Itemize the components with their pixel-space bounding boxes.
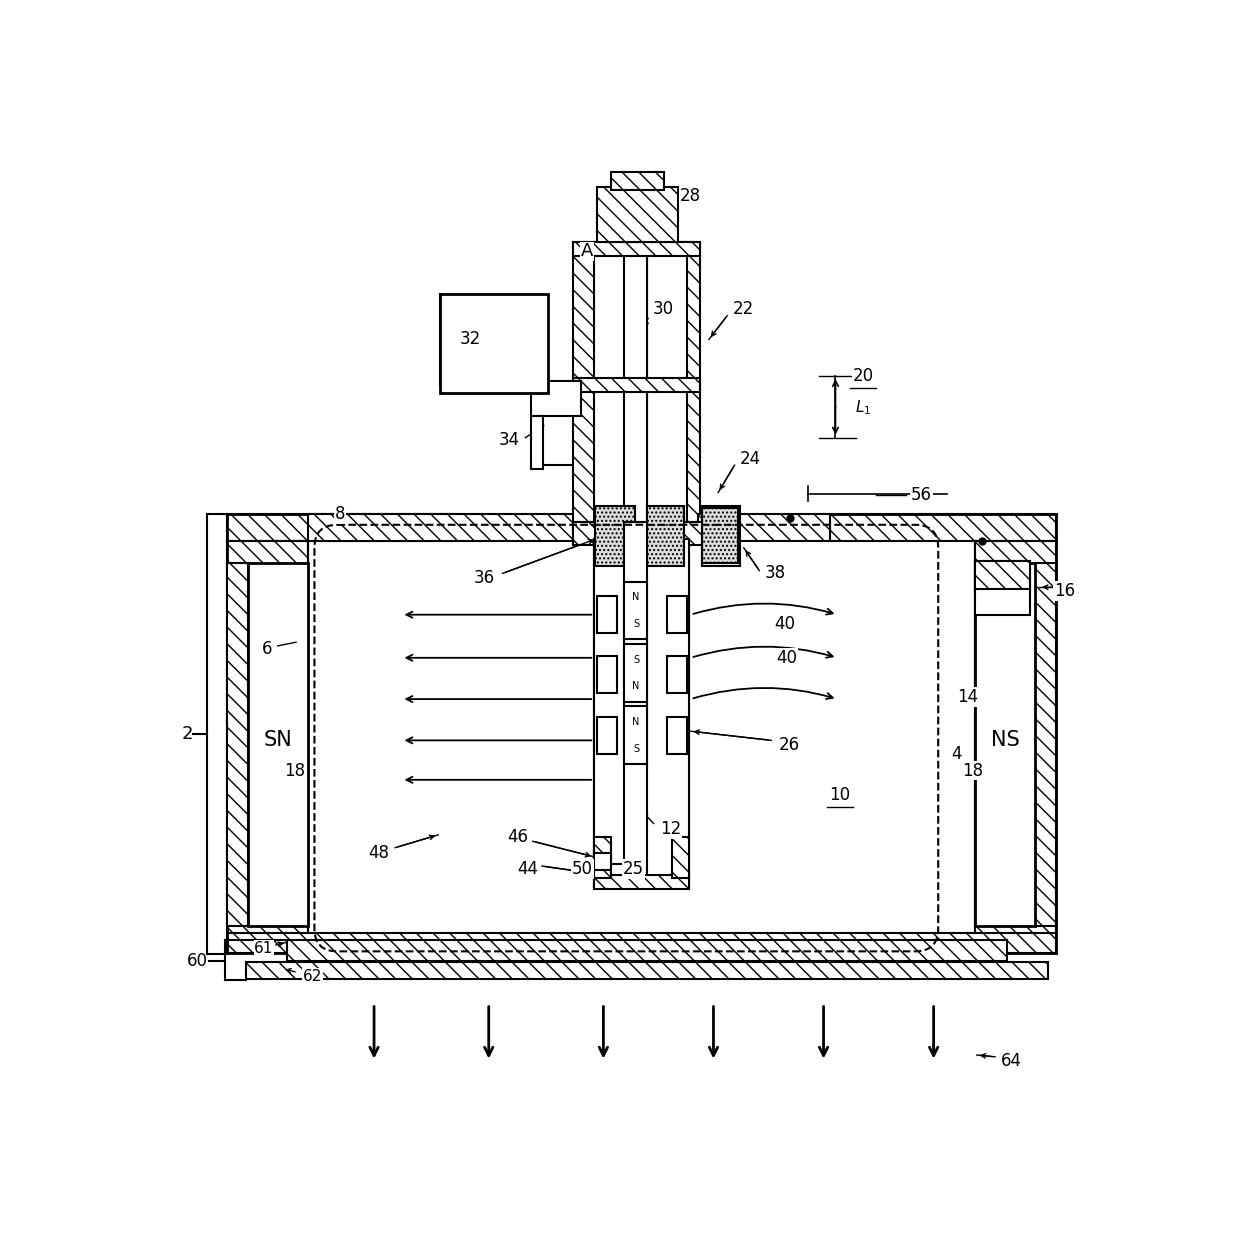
Text: 34: 34 — [498, 431, 520, 450]
Text: S: S — [632, 743, 639, 753]
Bar — [830, 514, 1055, 541]
Bar — [227, 564, 248, 926]
Text: 38: 38 — [764, 565, 785, 582]
Bar — [596, 655, 618, 693]
Text: 30: 30 — [652, 300, 673, 318]
Bar — [596, 596, 618, 633]
Text: 14: 14 — [957, 688, 978, 706]
Bar — [440, 294, 548, 393]
Text: 18: 18 — [962, 762, 983, 779]
Bar — [308, 514, 573, 541]
Bar — [611, 865, 625, 875]
Bar — [672, 836, 688, 878]
Bar — [594, 243, 635, 522]
Bar — [246, 963, 1048, 979]
Text: 40: 40 — [776, 649, 797, 667]
Bar — [1034, 564, 1055, 926]
Bar — [975, 564, 1034, 926]
Bar — [573, 378, 699, 392]
Text: 8: 8 — [335, 504, 346, 523]
Text: 24: 24 — [739, 450, 760, 468]
Bar — [625, 581, 647, 639]
Text: N: N — [632, 592, 640, 602]
Text: 50: 50 — [572, 860, 593, 877]
Text: 56: 56 — [911, 487, 932, 504]
Bar — [531, 415, 543, 468]
Bar — [702, 507, 740, 566]
Text: SN: SN — [263, 730, 293, 751]
Bar — [975, 539, 1055, 942]
Bar — [667, 655, 687, 693]
Text: 16: 16 — [1054, 582, 1075, 600]
Bar — [531, 380, 582, 415]
Bar — [594, 836, 611, 878]
Bar — [573, 522, 600, 545]
Text: N: N — [632, 717, 640, 727]
Bar — [596, 187, 678, 243]
Text: 40: 40 — [775, 615, 796, 633]
Text: 44: 44 — [517, 860, 538, 877]
Bar — [667, 596, 687, 633]
Bar — [975, 561, 1030, 589]
Bar — [595, 507, 635, 566]
Bar — [625, 644, 647, 701]
Bar — [702, 508, 738, 564]
Text: S: S — [632, 618, 639, 629]
Text: 26: 26 — [779, 736, 800, 755]
Text: 32: 32 — [460, 331, 481, 348]
Text: 60: 60 — [186, 952, 207, 970]
Text: 48: 48 — [368, 844, 389, 862]
Bar — [594, 539, 688, 887]
Bar — [227, 933, 1055, 953]
Bar — [286, 940, 1007, 960]
Text: NS: NS — [991, 730, 1019, 751]
Text: 4: 4 — [951, 745, 962, 763]
Text: 46: 46 — [507, 828, 528, 846]
Text: A: A — [580, 243, 593, 260]
Text: 12: 12 — [660, 820, 681, 839]
Text: 28: 28 — [680, 187, 701, 206]
Bar — [594, 854, 611, 870]
Bar — [647, 507, 684, 566]
Bar — [573, 243, 699, 256]
Text: 18: 18 — [284, 762, 305, 779]
Bar — [227, 539, 308, 942]
Text: 62: 62 — [303, 969, 322, 984]
Bar — [625, 706, 647, 764]
Text: $L_1$: $L_1$ — [854, 398, 872, 416]
Text: N: N — [632, 681, 640, 691]
Text: S: S — [632, 654, 639, 664]
Text: 36: 36 — [474, 569, 495, 587]
Bar — [596, 717, 618, 755]
Bar — [975, 561, 1030, 615]
Bar — [698, 514, 830, 541]
Bar — [681, 522, 704, 545]
Text: 6: 6 — [262, 639, 272, 658]
Bar — [625, 218, 647, 529]
Bar — [646, 243, 687, 522]
Bar — [594, 875, 688, 888]
Bar — [580, 865, 594, 875]
Text: 10: 10 — [830, 787, 851, 804]
Bar — [227, 514, 453, 541]
Bar — [308, 541, 975, 933]
Text: 20: 20 — [852, 367, 873, 385]
Bar — [248, 564, 308, 926]
Text: 64: 64 — [1001, 1052, 1022, 1070]
Bar — [667, 717, 687, 755]
Bar — [625, 522, 647, 887]
Text: 22: 22 — [733, 300, 754, 318]
Bar — [573, 243, 699, 522]
Text: 2: 2 — [182, 725, 193, 743]
Bar — [611, 172, 663, 190]
Text: 25: 25 — [624, 860, 645, 877]
Text: 61: 61 — [254, 942, 274, 957]
